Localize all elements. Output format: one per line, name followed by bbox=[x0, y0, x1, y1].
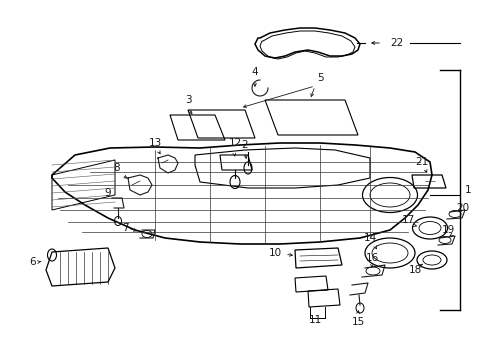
Text: 9: 9 bbox=[104, 188, 111, 198]
Text: 16: 16 bbox=[365, 253, 378, 263]
Text: 6: 6 bbox=[30, 257, 36, 267]
Text: 2: 2 bbox=[241, 140, 248, 150]
Text: 10: 10 bbox=[268, 248, 281, 258]
Text: 5: 5 bbox=[316, 73, 323, 83]
Text: 12: 12 bbox=[228, 138, 241, 148]
Text: 1: 1 bbox=[464, 185, 470, 195]
Text: 8: 8 bbox=[113, 163, 120, 173]
Text: 21: 21 bbox=[414, 157, 428, 167]
Text: 11: 11 bbox=[308, 315, 321, 325]
Text: 7: 7 bbox=[122, 223, 128, 233]
Text: 18: 18 bbox=[407, 265, 421, 275]
Text: 13: 13 bbox=[148, 138, 162, 148]
Text: 14: 14 bbox=[363, 233, 376, 243]
Text: 20: 20 bbox=[455, 203, 468, 213]
Text: 17: 17 bbox=[401, 215, 414, 225]
Text: 22: 22 bbox=[389, 38, 403, 48]
Text: 4: 4 bbox=[251, 67, 258, 77]
Text: 15: 15 bbox=[351, 317, 364, 327]
Text: 19: 19 bbox=[441, 225, 454, 235]
Text: 3: 3 bbox=[184, 95, 191, 105]
